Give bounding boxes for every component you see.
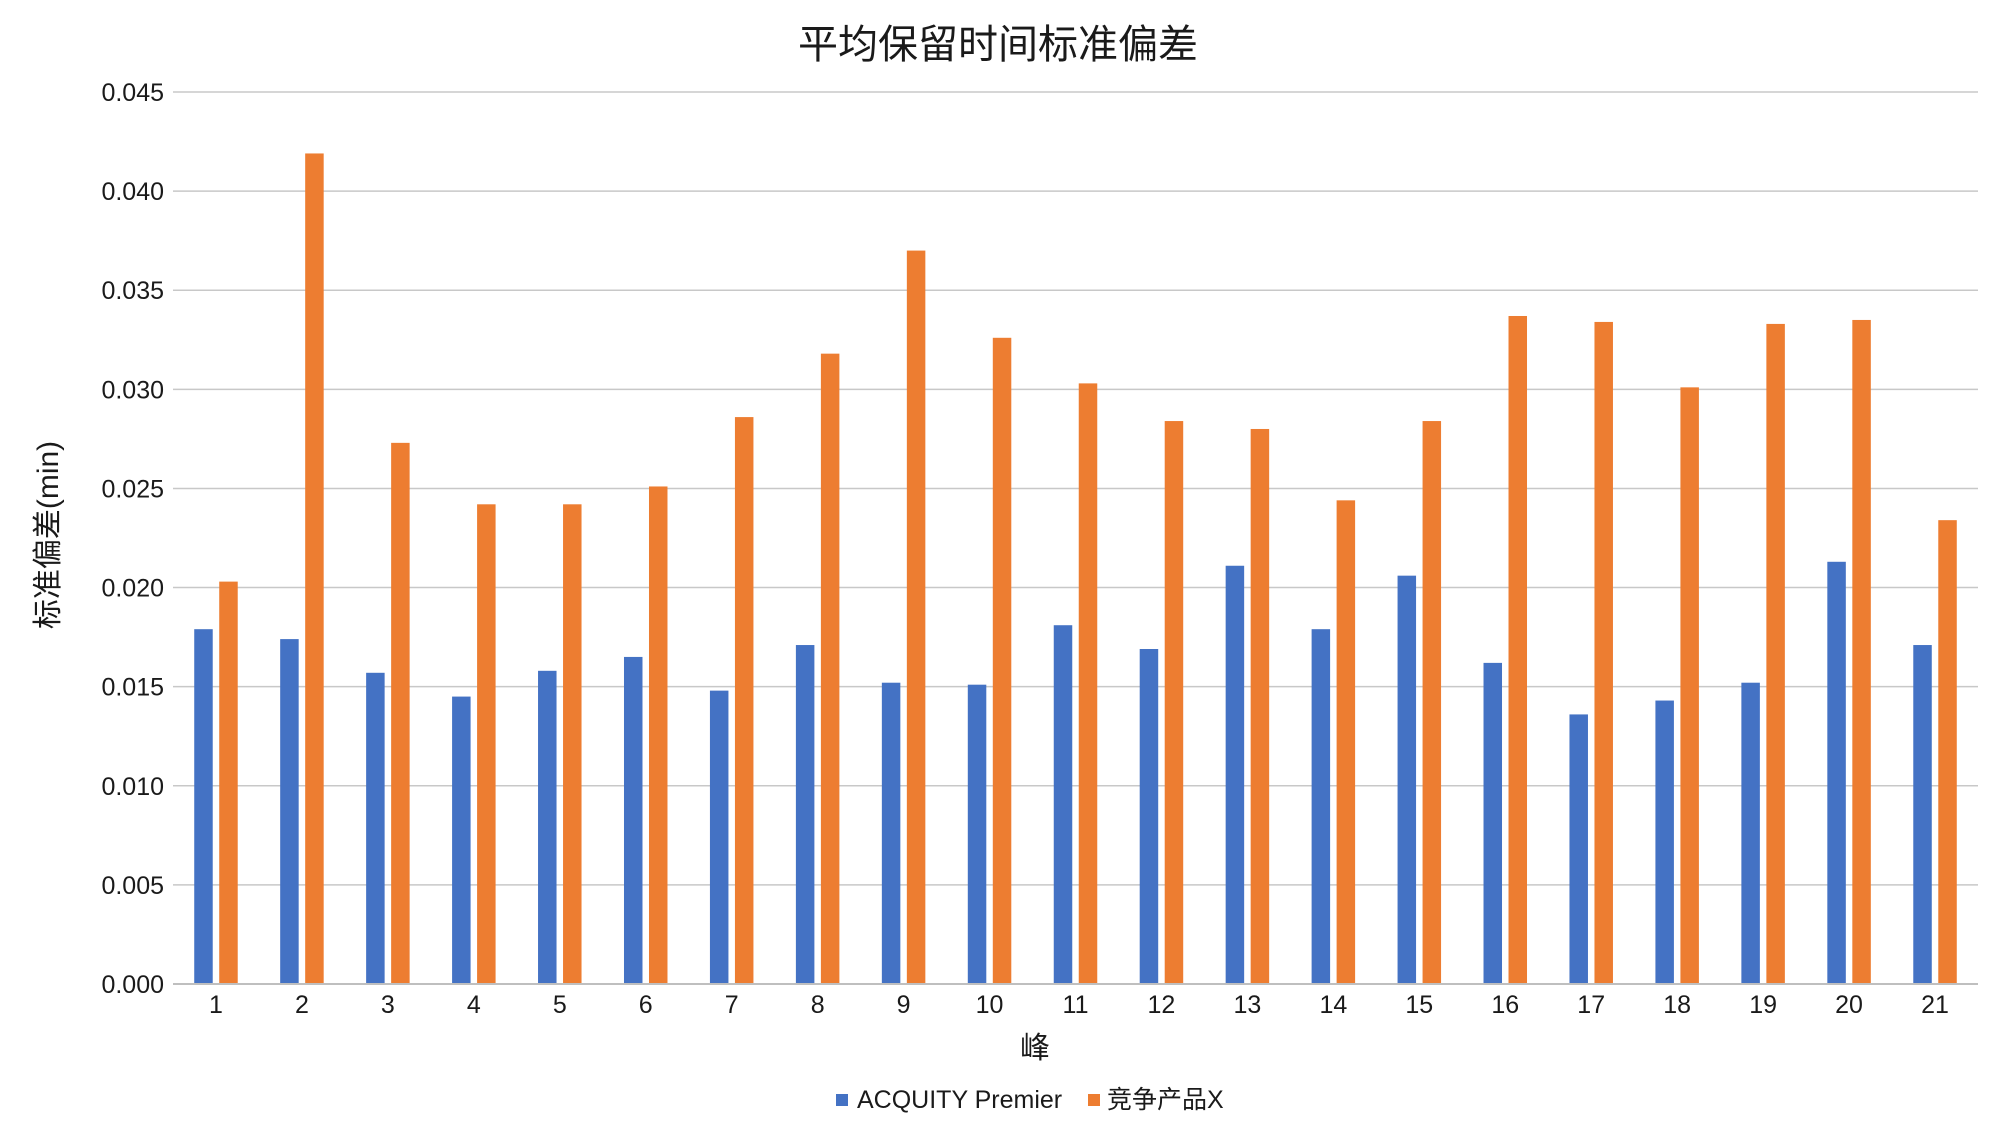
y-tick-label: 0.025	[101, 475, 164, 503]
bar-competitor-x-18	[1680, 387, 1699, 985]
x-tick-label: 10	[976, 991, 1004, 1019]
bar-competitor-x-16	[1508, 315, 1528, 985]
bar-competitor-x-14	[1336, 500, 1356, 984]
bar-competitor-x-6	[648, 486, 668, 984]
x-tick-label: 5	[553, 991, 567, 1019]
bar-competitor-x-13	[1250, 428, 1270, 984]
bar-competitor-x-2	[305, 153, 324, 985]
bar-acquity-premier-10	[967, 684, 987, 984]
bar-acquity-premier-5	[538, 670, 557, 984]
bar-acquity-premier-7	[709, 690, 729, 984]
x-tick-label: 17	[1577, 991, 1605, 1019]
bar-competitor-x-1	[219, 581, 238, 984]
x-tick-label: 19	[1749, 991, 1777, 1019]
axes: 0.000 0.005 0.010 0.015 0.020 0.025 0.030 0.035…	[101, 79, 1978, 1019]
chart-title: 平均保留时间标准偏差	[798, 23, 1198, 67]
y-tick-label: 0.015	[101, 674, 164, 702]
bar-competitor-x-7	[734, 417, 754, 984]
x-tick-label: 6	[639, 991, 653, 1019]
bar-acquity-premier-15	[1397, 575, 1417, 984]
x-tick-label: 18	[1663, 991, 1691, 1019]
bar-acquity-premier-2	[280, 639, 299, 984]
bar-acquity-premier-19	[1741, 682, 1760, 984]
x-tick-label: 16	[1491, 991, 1519, 1019]
bar-acquity-premier-17	[1569, 714, 1588, 984]
x-tick-label: 1	[209, 991, 223, 1019]
x-tick-label: 13	[1233, 991, 1261, 1019]
bar-competitor-x-10	[992, 337, 1012, 985]
legend-label-acquity-premier: ACQUITY Premier	[857, 1086, 1062, 1114]
bar-competitor-x-21	[1938, 520, 1957, 984]
x-tick-label: 20	[1835, 991, 1863, 1019]
bar-competitor-x-11	[1078, 383, 1098, 984]
bar-competitor-x-4	[477, 504, 496, 984]
bar-acquity-premier-14	[1311, 629, 1331, 984]
x-tick-label: 8	[811, 991, 825, 1019]
x-tick-label: 15	[1405, 991, 1433, 1019]
legend: ACQUITY Premier 竞争产品X	[836, 1086, 1224, 1114]
bar-acquity-premier-8	[795, 645, 815, 984]
bar-acquity-premier-3	[366, 672, 385, 984]
legend-swatch-competitor-x	[1088, 1094, 1100, 1106]
bar-competitor-x-3	[391, 442, 410, 984]
bar-acquity-premier-12	[1139, 649, 1159, 984]
gridlines	[173, 91, 1978, 886]
bar-acquity-premier-6	[623, 656, 643, 984]
bar-acquity-premier-21	[1913, 645, 1932, 984]
bar-competitor-x-12	[1164, 421, 1184, 984]
x-tick-label: 3	[381, 991, 395, 1019]
bar-competitor-x-15	[1422, 421, 1442, 984]
y-tick-label: 0.030	[101, 376, 164, 404]
y-tick-label: 0.005	[101, 872, 164, 900]
bar-competitor-x-20	[1852, 319, 1871, 984]
bar-acquity-premier-4	[452, 696, 471, 984]
y-axis-title: 标准偏差(min)	[32, 441, 65, 629]
bar-competitor-x-5	[563, 504, 582, 984]
bar-acquity-premier-1	[194, 629, 213, 984]
bar-acquity-premier-9	[881, 682, 901, 984]
x-tick-label: 9	[897, 991, 911, 1019]
x-tick-label: 4	[467, 991, 481, 1019]
x-tick-label: 7	[725, 991, 739, 1019]
bar-competitor-x-19	[1766, 323, 1785, 984]
bars	[194, 153, 1957, 985]
bar-competitor-x-8	[820, 353, 840, 984]
y-tick-label: 0.035	[101, 277, 164, 305]
y-tick-label: 0.010	[101, 773, 164, 801]
x-tick-label: 2	[295, 991, 309, 1019]
x-tick-label: 12	[1148, 991, 1176, 1019]
y-tick-label: 0.000	[101, 971, 164, 999]
bar-acquity-premier-13	[1225, 565, 1245, 984]
y-tick-label: 0.020	[101, 575, 164, 603]
x-tick-label: 11	[1063, 991, 1089, 1019]
bar-competitor-x-17	[1594, 321, 1613, 985]
bar-competitor-x-9	[906, 250, 926, 985]
x-tick-label: 14	[1319, 991, 1347, 1019]
bar-acquity-premier-16	[1483, 662, 1503, 984]
y-tick-label: 0.040	[101, 178, 164, 206]
x-tick-label: 21	[1921, 991, 1949, 1019]
y-tick-label: 0.045	[101, 79, 164, 107]
legend-label-competitor-x: 竞争产品X	[1107, 1086, 1224, 1114]
bar-acquity-premier-11	[1053, 625, 1073, 984]
x-axis-title: 峰	[1020, 1032, 1050, 1065]
bar-acquity-premier-20	[1827, 561, 1846, 984]
bar-acquity-premier-18	[1655, 700, 1674, 984]
legend-swatch-acquity-premier	[836, 1094, 848, 1106]
